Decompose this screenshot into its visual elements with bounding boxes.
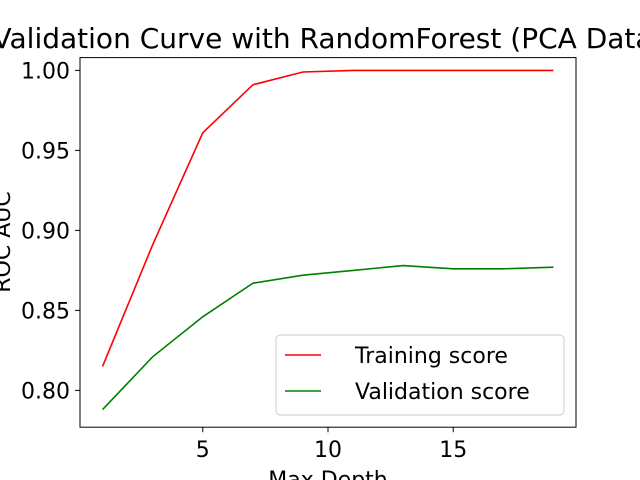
axis-ticks: 5 10 15 0.80 0.85 0.90 0.95 1.00 bbox=[21, 59, 467, 463]
y-tick-label: 0.80 bbox=[21, 379, 70, 404]
training-score-line bbox=[101, 69, 554, 367]
y-tick-label: 0.95 bbox=[21, 139, 70, 164]
series-lines bbox=[101, 69, 554, 411]
x-axis-label: Max Depth bbox=[268, 468, 388, 480]
legend-box bbox=[275, 334, 565, 416]
x-tick-label: 15 bbox=[439, 438, 467, 463]
validation-score-line bbox=[101, 264, 554, 411]
chart-title: Validation Curve with RandomForest (PCA … bbox=[0, 22, 640, 55]
x-tick-label: 10 bbox=[314, 438, 342, 463]
y-tick-label: 0.90 bbox=[21, 219, 70, 244]
y-axis-label: ROC AUC bbox=[0, 191, 16, 292]
y-tick-label: 0.85 bbox=[21, 299, 70, 324]
legend: Training score Validation score bbox=[275, 334, 565, 416]
x-tick-label: 5 bbox=[196, 438, 210, 463]
legend-label: Validation score bbox=[355, 380, 530, 405]
y-tick-label: 1.00 bbox=[21, 59, 70, 84]
axes-frame bbox=[79, 57, 577, 428]
legend-label: Training score bbox=[354, 344, 508, 369]
